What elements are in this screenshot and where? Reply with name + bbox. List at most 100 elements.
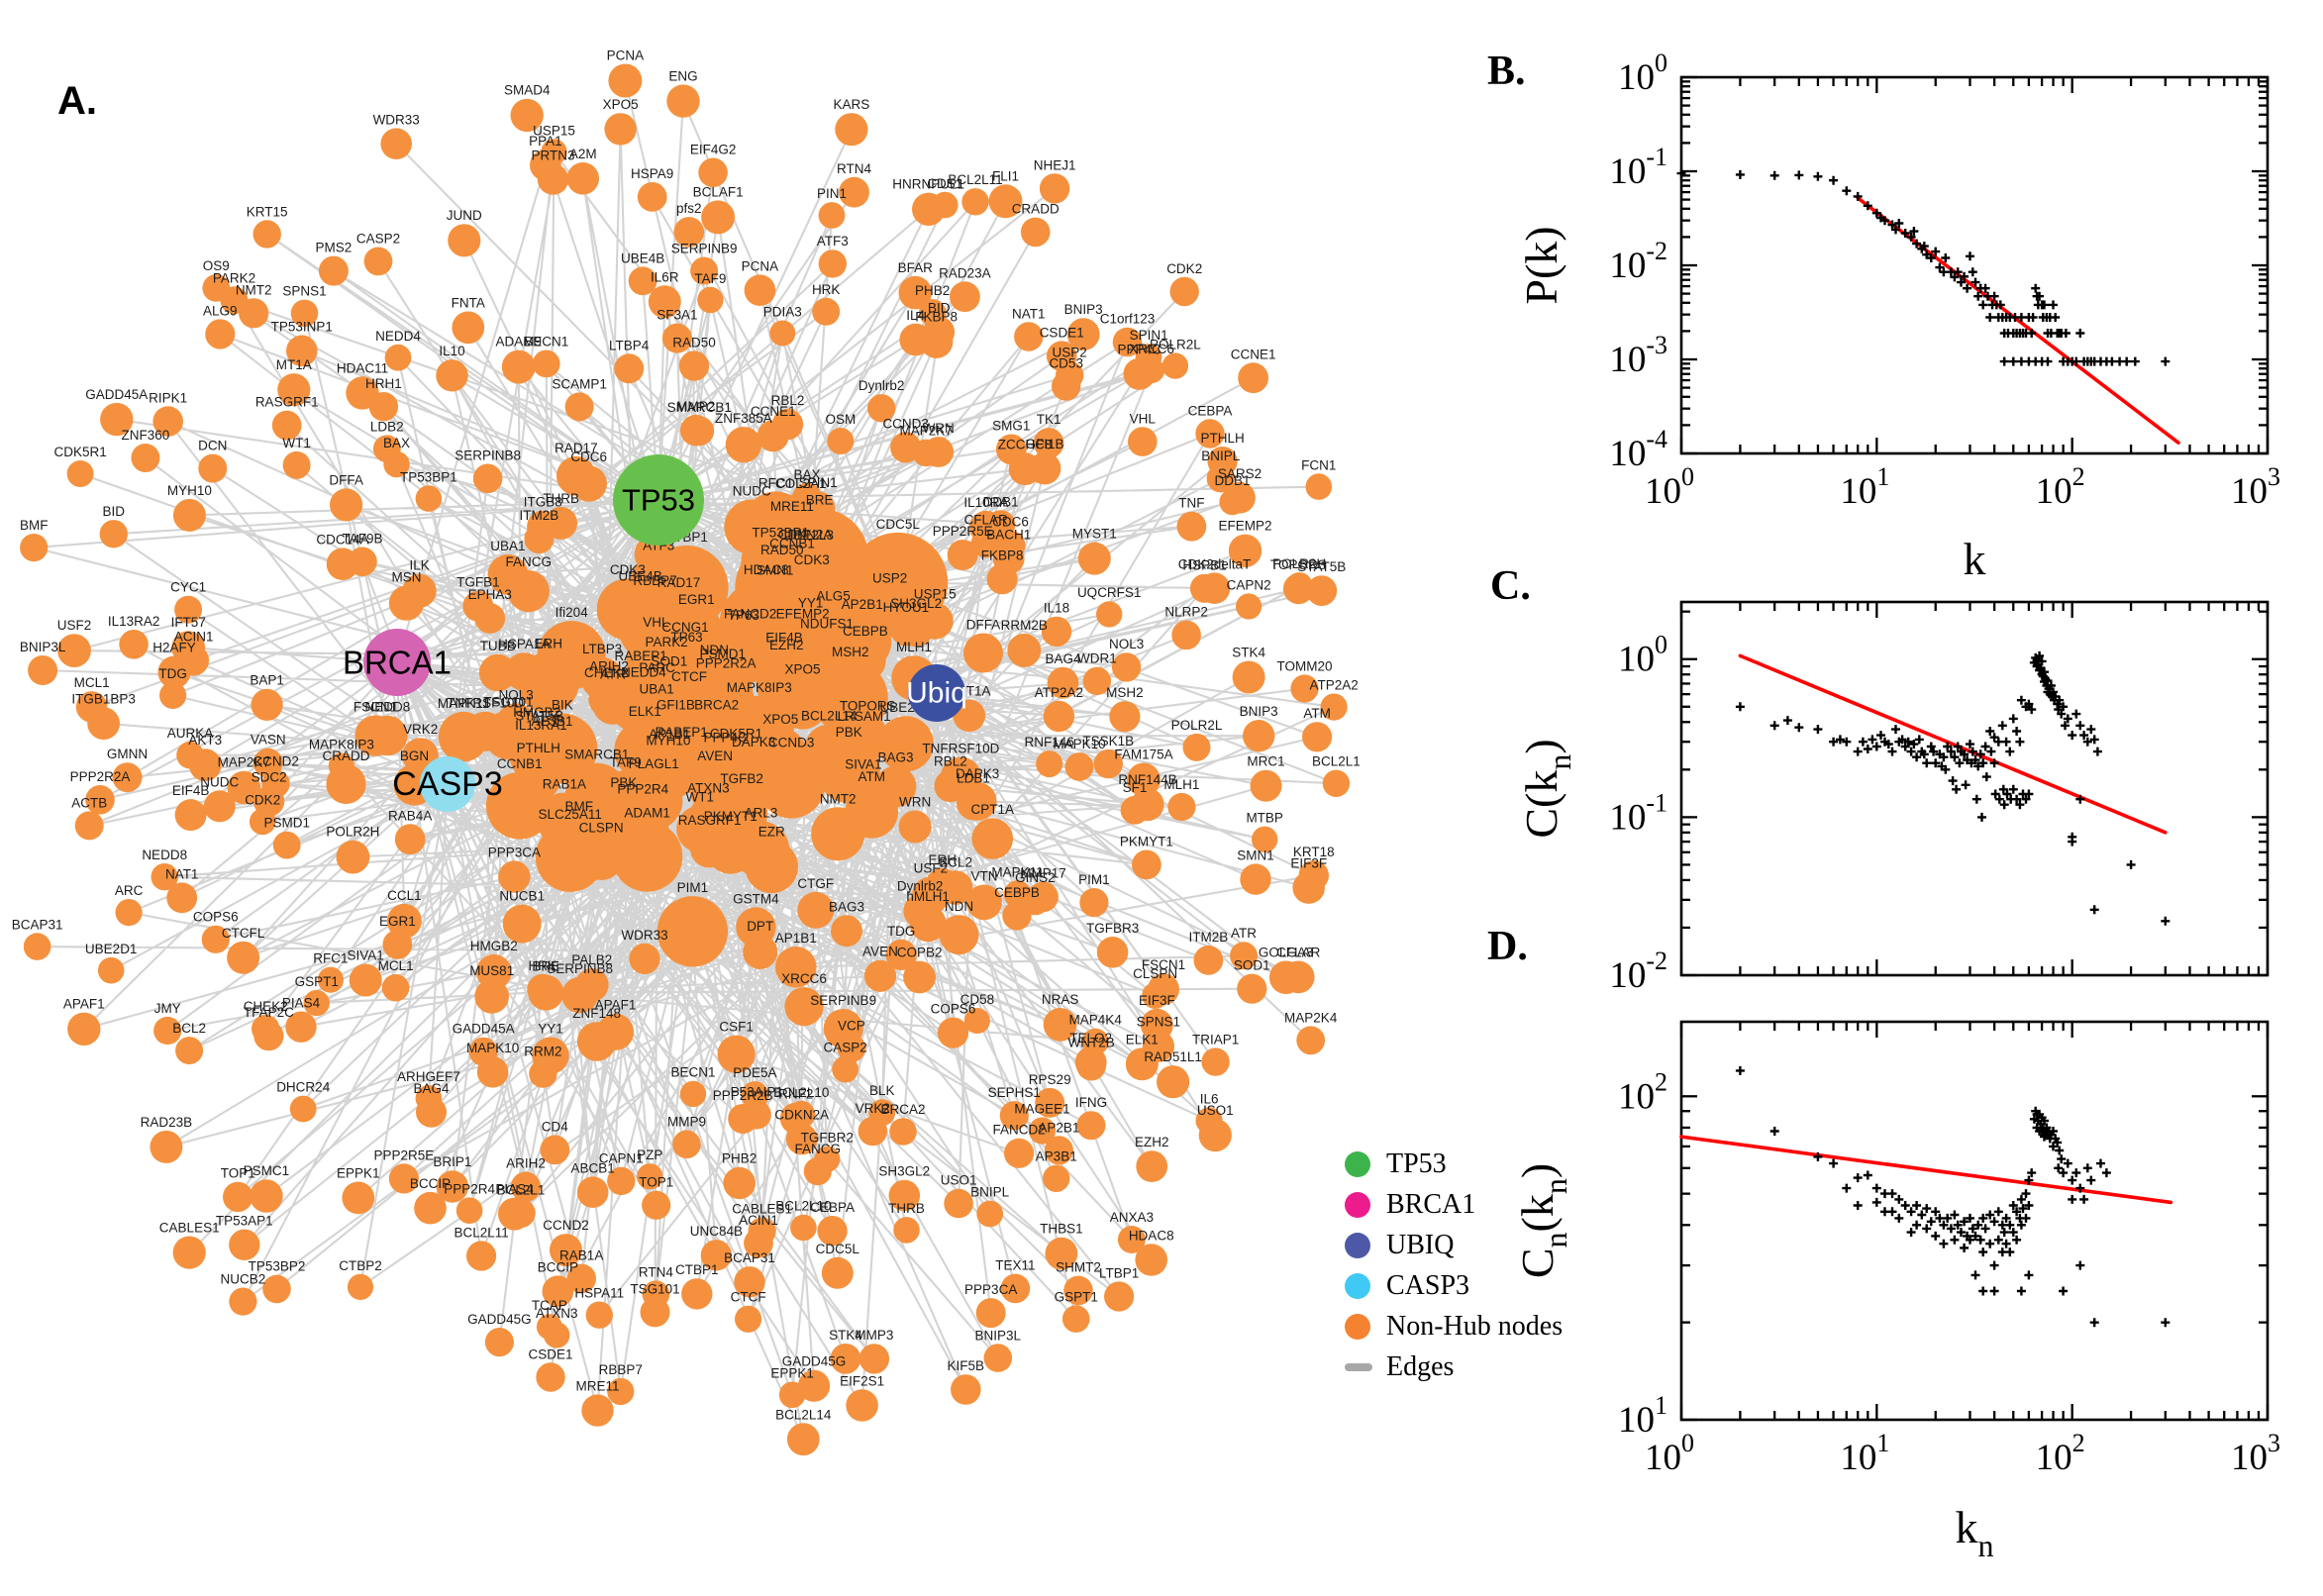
network-node xyxy=(570,465,607,502)
network-node-label: NRAS xyxy=(1042,992,1079,1007)
network-node xyxy=(741,1081,769,1110)
network-node xyxy=(476,1056,509,1088)
network-node xyxy=(537,792,592,848)
network-node-label: TOPORS xyxy=(840,698,896,713)
network-node xyxy=(1014,322,1044,351)
network-node xyxy=(628,266,657,296)
network-node-label: BCL2L1 xyxy=(1312,754,1361,769)
network-node xyxy=(472,463,503,494)
network-node-label: EPHA3 xyxy=(468,587,512,602)
network-node-label: AP2B1 xyxy=(842,597,883,612)
network-node-label: RRM2B xyxy=(1001,618,1048,633)
tick-label: 100 xyxy=(1645,462,1694,512)
network-node-label: CLSPN xyxy=(579,821,624,836)
network-node-label: THRB xyxy=(888,1201,925,1216)
network-node-label: PRTN3 xyxy=(531,148,574,162)
network-node xyxy=(1127,762,1161,797)
network-node-label: PBK xyxy=(836,725,862,740)
network-node xyxy=(701,200,736,235)
network-node xyxy=(858,1344,890,1374)
network-node xyxy=(818,202,846,229)
network-node-label: MAP4K4 xyxy=(1069,1013,1123,1028)
network-node-label: NHEJ1 xyxy=(1034,157,1076,172)
network-node-label: SERPINB9 xyxy=(810,993,876,1008)
plot-frame xyxy=(1679,600,2270,977)
network-node-label: PPP2R2A xyxy=(696,656,757,671)
network-node xyxy=(174,799,207,832)
network-node xyxy=(342,1181,375,1215)
network-node xyxy=(961,188,989,216)
network-node xyxy=(363,247,393,276)
network-node-label: BFAR xyxy=(898,260,934,275)
network-node xyxy=(705,825,756,874)
network-node-label: PPP2R4 xyxy=(617,782,668,797)
network-node xyxy=(524,524,555,554)
network-node-label: EIF4G2 xyxy=(690,143,737,157)
network-node-label: C1orf123 xyxy=(1100,312,1156,327)
network-node xyxy=(152,406,183,437)
network-node-label: IL13RA2 xyxy=(108,614,160,629)
network-node xyxy=(1045,1237,1078,1270)
network-node-label: TP53BP2 xyxy=(249,1259,306,1274)
network-node xyxy=(846,1389,878,1422)
network-node-label: ALG5 xyxy=(816,588,851,603)
network-node-label: RBBP7 xyxy=(633,573,676,588)
network-node xyxy=(271,410,302,441)
network-node-label: CTBP2 xyxy=(339,1258,382,1273)
network-node-label: WDR1 xyxy=(1077,651,1117,666)
network-node-label: AP2B1 xyxy=(1038,1120,1079,1135)
network-node-label: FKBP8 xyxy=(981,548,1024,562)
network-node xyxy=(678,350,710,381)
tick-label: 102 xyxy=(2036,462,2085,512)
network-node-label: LDB1 xyxy=(957,770,990,785)
network-node xyxy=(666,84,700,118)
network-node-label: BAG4 xyxy=(413,1081,450,1096)
network-node-label: VRK2 xyxy=(403,722,438,737)
network-node-label: RPS29 xyxy=(1029,1072,1071,1087)
network-node xyxy=(272,831,301,859)
network-node-label: CAPN2 xyxy=(1227,577,1271,592)
tick-label: 102 xyxy=(1618,1067,1667,1117)
network-node-label: DDB1 xyxy=(983,494,1019,509)
x-axis-title: kn xyxy=(1956,1502,1994,1563)
network-node xyxy=(923,437,955,467)
network-node-label: PIM1 xyxy=(1078,872,1110,887)
network-node-label: NLRP2 xyxy=(1164,605,1208,620)
axis-ticks xyxy=(1679,75,2270,455)
network-node-label: NAT1 xyxy=(165,866,199,881)
network-node-label: CEBPB xyxy=(994,885,1040,900)
network-node-label: RAB1A xyxy=(543,777,586,792)
network-node xyxy=(576,1022,617,1061)
network-node-label: BAG3 xyxy=(877,750,913,765)
network-node xyxy=(614,353,645,384)
network-node-label: BRCA2 xyxy=(694,698,739,713)
network-node-label: MYST1 xyxy=(1072,527,1117,542)
network-node xyxy=(416,1096,447,1128)
network-node-label: CEBPB xyxy=(843,624,888,639)
network-node-label: RNF2 xyxy=(778,1087,813,1102)
network-node-label: MLH1 xyxy=(896,640,932,654)
network-node xyxy=(1043,700,1075,733)
node-swatch-icon xyxy=(1345,1314,1370,1340)
network-node-label: IL4 xyxy=(906,308,925,323)
network-node xyxy=(1281,960,1315,994)
network-node xyxy=(1047,666,1079,699)
network-node xyxy=(1131,787,1164,822)
network-node xyxy=(566,162,599,195)
network-node xyxy=(566,1263,596,1294)
network-node-label: CCND3 xyxy=(768,736,815,750)
network-node xyxy=(498,1197,531,1231)
network-node xyxy=(1236,593,1262,620)
network-node-label: TP53BP1 xyxy=(752,526,809,541)
network-node-label: CDK2 xyxy=(245,793,280,808)
network-node-label: SEPHS1 xyxy=(988,1085,1041,1100)
network-node xyxy=(898,275,933,310)
network-node-label: TP63 xyxy=(728,608,759,623)
network-node-label: VHL xyxy=(643,615,669,630)
network-node xyxy=(743,935,778,969)
network-node-label: MTBP xyxy=(1246,811,1283,826)
network-node-label: ADAM1 xyxy=(624,805,670,820)
legend-item-tp53: TP53 xyxy=(1345,1148,1563,1180)
network-node-label: IFNG xyxy=(1075,1095,1107,1110)
network-node-label: ARHGEF7 xyxy=(397,1069,460,1084)
